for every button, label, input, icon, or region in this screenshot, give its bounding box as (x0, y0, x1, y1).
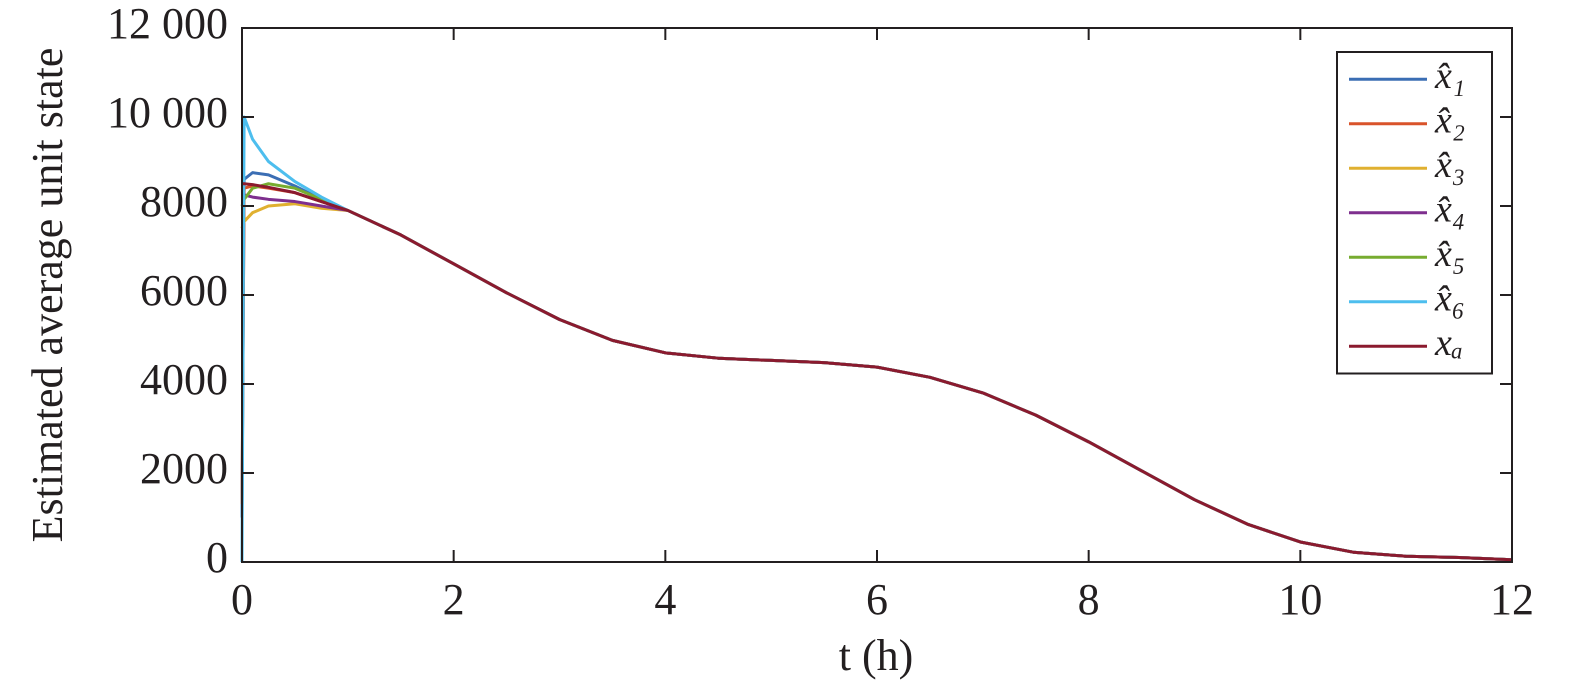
series-line (240, 191, 1513, 562)
y-tick-label: 6000 (140, 266, 228, 315)
x-tick-label: 8 (1078, 575, 1100, 624)
legend-label: x̂₂ (1434, 99, 1465, 141)
x-tick-label: 2 (443, 575, 465, 624)
legend: x̂₁x̂₂x̂₃x̂₄x̂₅x̂₆xₐ (1336, 51, 1493, 375)
plot-frame (241, 27, 1513, 563)
y-tick-label: 4000 (140, 355, 228, 404)
x-axis-label: t (h) (839, 631, 914, 680)
series-line (242, 182, 1513, 562)
legend-label: x̂₁ (1434, 55, 1465, 97)
x-tick-label: 0 (231, 575, 253, 624)
legend-label: x̂₃ (1434, 144, 1465, 186)
legend-label: x̂₅ (1434, 233, 1465, 275)
series-line (240, 115, 1513, 563)
y-tick-label: 2000 (140, 444, 228, 493)
series-line (240, 182, 1513, 562)
y-tick-label: 8000 (140, 177, 228, 226)
series-line (240, 184, 1513, 562)
x-tick-label: 12 (1490, 575, 1534, 624)
x-tick-label: 4 (654, 575, 676, 624)
y-axis-label: Estimated average unit state (23, 48, 72, 543)
legend-label: xₐ (1434, 322, 1463, 364)
legend-label: x̂₄ (1434, 188, 1465, 230)
x-tick-label: 6 (866, 575, 888, 624)
y-tick-label: 0 (206, 533, 228, 582)
legend-label: x̂₆ (1434, 277, 1465, 319)
y-tick-label: 10 000 (107, 88, 228, 137)
x-tick-label: 10 (1278, 575, 1322, 624)
y-tick-label: 12 000 (107, 0, 228, 48)
series-line (240, 202, 1513, 562)
